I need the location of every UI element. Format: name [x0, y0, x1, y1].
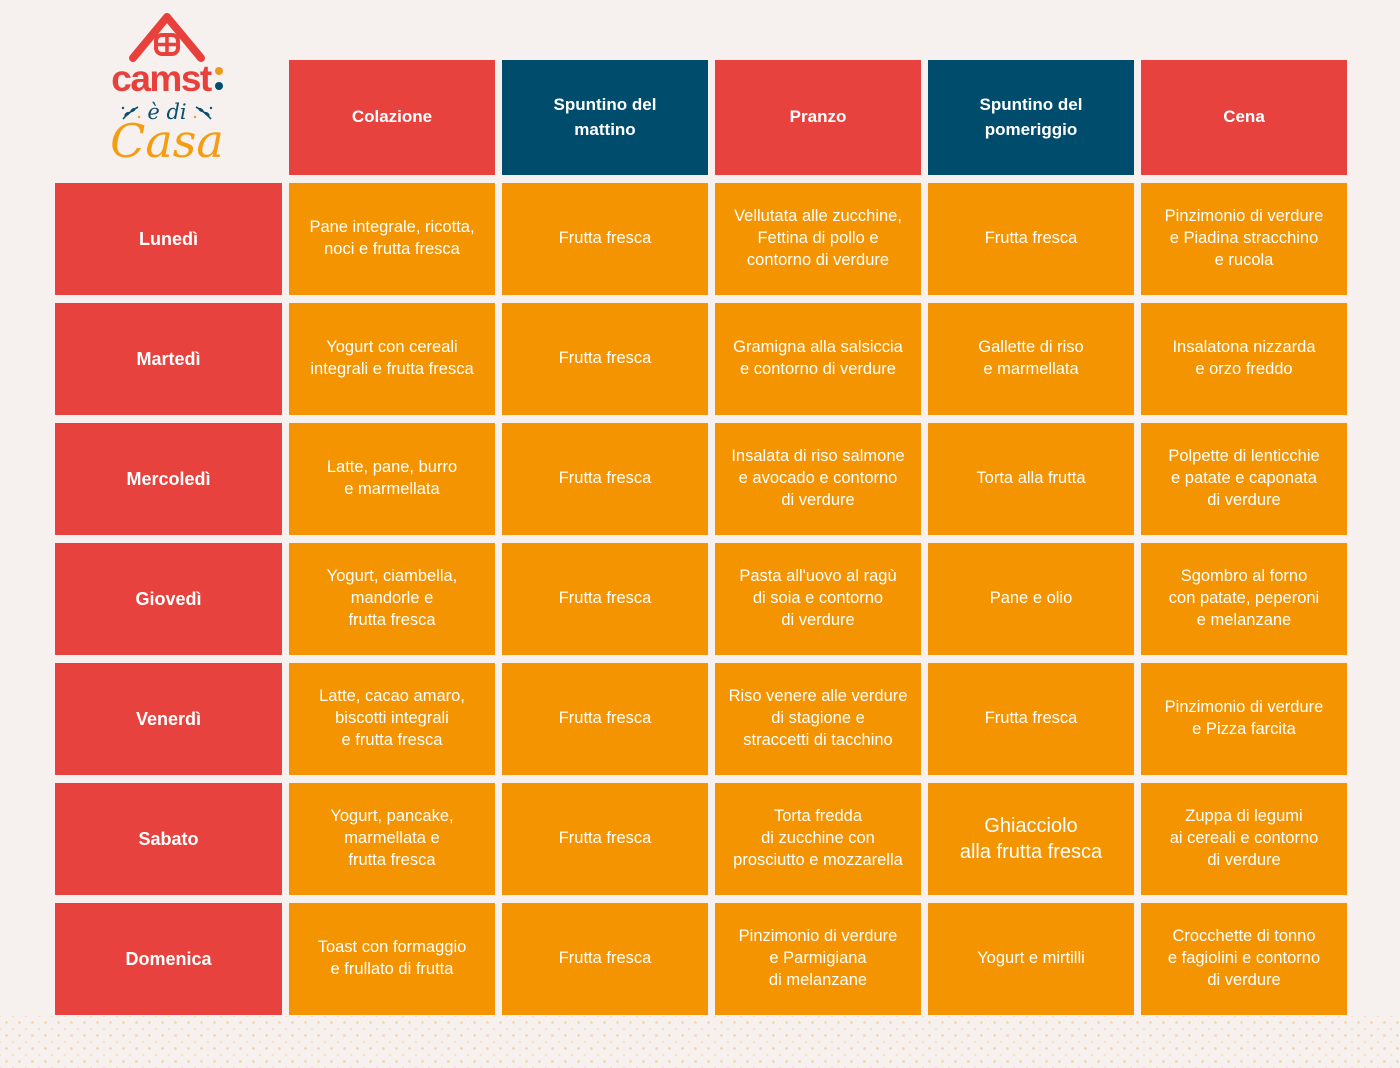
menu-cell: Crocchette di tonno e fagiolini e contor…	[1141, 903, 1347, 1015]
menu-cell: Sgombro al forno con patate, peperoni e …	[1141, 543, 1347, 655]
menu-cell: Frutta fresca	[502, 543, 708, 655]
menu-cell: Insalatona nizzarda e orzo freddo	[1141, 303, 1347, 415]
menu-cell: Yogurt, pancake, marmellata e frutta fre…	[289, 783, 495, 895]
menu-cell: Zuppa di legumi ai cereali e contorno di…	[1141, 783, 1347, 895]
menu-cell: Torta alla frutta	[928, 423, 1134, 535]
leaf-sprig-left-icon	[122, 105, 141, 120]
tagline-row: è di	[92, 102, 242, 123]
column-header-spuntino-mattino: Spuntino del mattino	[502, 60, 708, 175]
header-spacer	[55, 60, 282, 175]
halftone-dots-decoration	[0, 1016, 1400, 1068]
day-label-venerdi: Venerdì	[55, 663, 282, 775]
menu-cell: Frutta fresca	[502, 303, 708, 415]
tagline-bottom-text: Casa	[110, 114, 224, 168]
menu-cell: Insalata di riso salmone e avocado e con…	[715, 423, 921, 535]
brand-wordmark: camst	[92, 60, 242, 97]
menu-cell: Frutta fresca	[502, 183, 708, 295]
house-roof-icon	[129, 13, 205, 62]
menu-cell: Latte, pane, burro e marmellata	[289, 423, 495, 535]
day-label-mercoledi: Mercoledì	[55, 423, 282, 535]
menu-cell: Gallette di riso e marmellata	[928, 303, 1134, 415]
tagline-top-text: è di	[147, 100, 187, 124]
menu-cell: Gramigna alla salsiccia e contorno di ve…	[715, 303, 921, 415]
column-header-colazione: Colazione	[289, 60, 495, 175]
menu-cell: Pinzimonio di verdure e Piadina stracchi…	[1141, 183, 1347, 295]
menu-cell: Frutta fresca	[928, 663, 1134, 775]
camst-logo: camst è di Casa	[92, 10, 242, 168]
menu-cell: Ghiacciolo alla frutta fresca	[928, 783, 1134, 895]
menu-cell: Frutta fresca	[502, 423, 708, 535]
menu-cell: Frutta fresca	[502, 903, 708, 1015]
menu-cell: Yogurt con cereali integrali e frutta fr…	[289, 303, 495, 415]
column-header-spuntino-pomeriggio: Spuntino del pomeriggio	[928, 60, 1134, 175]
menu-cell: Polpette di lenticchie e patate e capona…	[1141, 423, 1347, 535]
day-label-domenica: Domenica	[55, 903, 282, 1015]
day-label-martedi: Martedì	[55, 303, 282, 415]
menu-table: Colazione Spuntino del mattino Pranzo Sp…	[55, 60, 1347, 1015]
menu-cell: Frutta fresca	[502, 663, 708, 775]
menu-cell: Latte, cacao amaro, biscotti integrali e…	[289, 663, 495, 775]
menu-cell: Pane integrale, ricotta, noci e frutta f…	[289, 183, 495, 295]
day-label-lunedi: Lunedì	[55, 183, 282, 295]
menu-cell: Vellutata alle zucchine, Fettina di poll…	[715, 183, 921, 295]
menu-cell: Pane e olio	[928, 543, 1134, 655]
column-header-cena: Cena	[1141, 60, 1347, 175]
menu-cell: Frutta fresca	[928, 183, 1134, 295]
menu-cell: Riso venere alle verdure di stagione e s…	[715, 663, 921, 775]
menu-cell: Pinzimonio di verdure e Pizza farcita	[1141, 663, 1347, 775]
menu-cell: Pasta all'uovo al ragù di soia e contorn…	[715, 543, 921, 655]
menu-cell: Frutta fresca	[502, 783, 708, 895]
brand-colon-dots	[214, 67, 223, 90]
leaf-sprig-right-icon	[193, 105, 212, 120]
day-label-sabato: Sabato	[55, 783, 282, 895]
day-label-giovedi: Giovedì	[55, 543, 282, 655]
menu-cell: Toast con formaggio e frullato di frutta	[289, 903, 495, 1015]
menu-cell: Yogurt e mirtilli	[928, 903, 1134, 1015]
brand-text: camst	[111, 58, 212, 99]
menu-cell: Torta fredda di zucchine con prosciutto …	[715, 783, 921, 895]
menu-cell: Pinzimonio di verdure e Parmigiana di me…	[715, 903, 921, 1015]
column-header-pranzo: Pranzo	[715, 60, 921, 175]
menu-cell: Yogurt, ciambella, mandorle e frutta fre…	[289, 543, 495, 655]
